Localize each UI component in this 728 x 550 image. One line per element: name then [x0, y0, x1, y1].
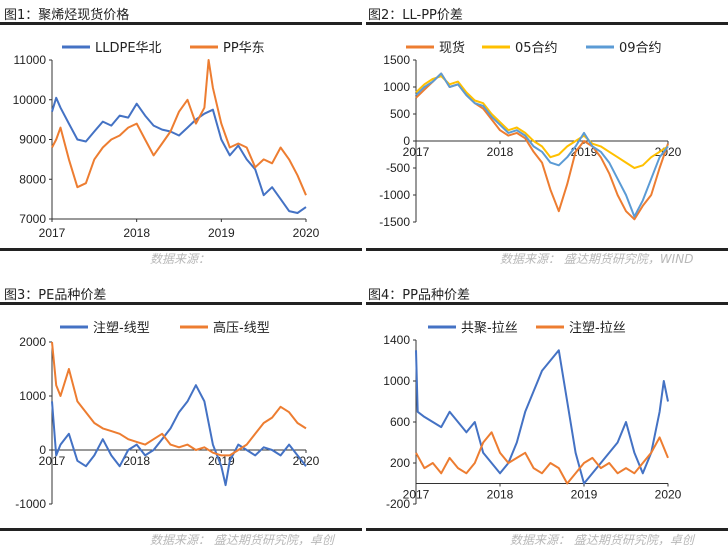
- y-tick-label: 1500: [383, 53, 410, 67]
- x-tick-label: 2018: [123, 454, 150, 468]
- series-line-2: [415, 75, 669, 169]
- y-tick-label: 0: [39, 443, 46, 457]
- source-note-3: 数据来源： 盛达期货研究院，卓创: [150, 533, 334, 547]
- y-tick-label: -200: [386, 497, 410, 511]
- x-tick-label: 2019: [571, 488, 598, 502]
- series-line-1: [51, 96, 307, 214]
- y-tick-label: -500: [386, 161, 410, 175]
- series-line-2: [51, 59, 307, 196]
- x-tick-label: 2017: [403, 145, 430, 159]
- y-tick-label: -1000: [15, 497, 46, 511]
- y-tick-label: 11000: [14, 53, 47, 67]
- bottom-rule-3: [0, 528, 362, 531]
- y-tick-label: 10000: [13, 93, 47, 107]
- y-tick-label: 2000: [19, 335, 46, 349]
- bottom-rule-2: [366, 248, 728, 251]
- title-rule-3: [0, 302, 362, 305]
- y-tick-label: 500: [390, 107, 410, 121]
- y-tick-label: 9000: [19, 133, 46, 147]
- panel-title-2: 图2：LL-PP价差: [368, 8, 463, 23]
- legend-label: LLDPE华北: [95, 41, 162, 56]
- chart-polyolefin-spot-price: 7000 8000 9000 10000 11000 2017 2018 2019 2020 LL…: [13, 41, 320, 240]
- legend-label: 高压-线型: [213, 320, 270, 336]
- title-rule-1: [0, 22, 362, 25]
- x-tick-label: 2018: [123, 226, 150, 240]
- y-tick-label: -1000: [379, 188, 410, 202]
- series-line-1: [415, 349, 669, 485]
- series-line-1: [51, 384, 307, 487]
- x-tick-label: 2017: [39, 454, 66, 468]
- legend-label: 05合约: [515, 41, 558, 56]
- legend-label: 现货: [439, 40, 465, 56]
- y-tick-label: 200: [390, 456, 410, 470]
- x-tick-label: 2020: [655, 488, 682, 502]
- legend-label: 共聚-拉丝: [461, 321, 518, 336]
- source-note-4: 数据来源： 盛达期货研究院，卓创: [510, 533, 694, 547]
- series-line-2: [51, 341, 307, 457]
- y-tick-label: 8000: [19, 172, 46, 186]
- legend-label: 注塑-拉丝: [569, 321, 626, 336]
- legend-label: 注塑-线型: [93, 321, 150, 336]
- series-line-2: [415, 431, 669, 485]
- x-tick-label: 2017: [39, 226, 66, 240]
- y-tick-label: 7000: [19, 212, 46, 226]
- source-note-1: 数据来源：: [150, 252, 211, 266]
- legend-label: 09合约: [619, 41, 662, 56]
- x-tick-label: 2019: [208, 226, 235, 240]
- x-tick-label: 2017: [403, 488, 430, 502]
- series-line-3: [415, 72, 669, 218]
- title-rule-2: [366, 22, 728, 25]
- x-tick-label: 2018: [487, 488, 514, 502]
- x-tick-label: 2020: [293, 226, 320, 240]
- chart-pp-variety-spread: -200 200 600 1000 1400 2017 2018 2019 2020 共聚-拉丝 注…: [383, 321, 682, 511]
- title-rule-4: [366, 302, 728, 305]
- panel-title-1: 图1：聚烯烃现货价格: [4, 8, 130, 23]
- legend-label: PP华东: [223, 41, 265, 56]
- bottom-rule-4: [366, 528, 728, 531]
- x-tick-label: 2018: [487, 145, 514, 159]
- panel-title-3: 图3：PE品种价差: [4, 288, 107, 303]
- y-tick-label: 600: [390, 415, 410, 429]
- y-tick-label: -1500: [379, 215, 410, 229]
- y-tick-label: 1000: [383, 374, 410, 388]
- bottom-rule-1: [0, 248, 362, 251]
- y-tick-label: 1000: [383, 80, 410, 94]
- source-note-2: 数据来源： 盛达期货研究院，WIND: [500, 252, 694, 266]
- y-tick-label: 1000: [19, 389, 46, 403]
- y-tick-label: 1400: [383, 333, 410, 347]
- y-tick-label: 0: [403, 134, 410, 148]
- panel-title-4: 图4：PP品种价差: [368, 288, 470, 303]
